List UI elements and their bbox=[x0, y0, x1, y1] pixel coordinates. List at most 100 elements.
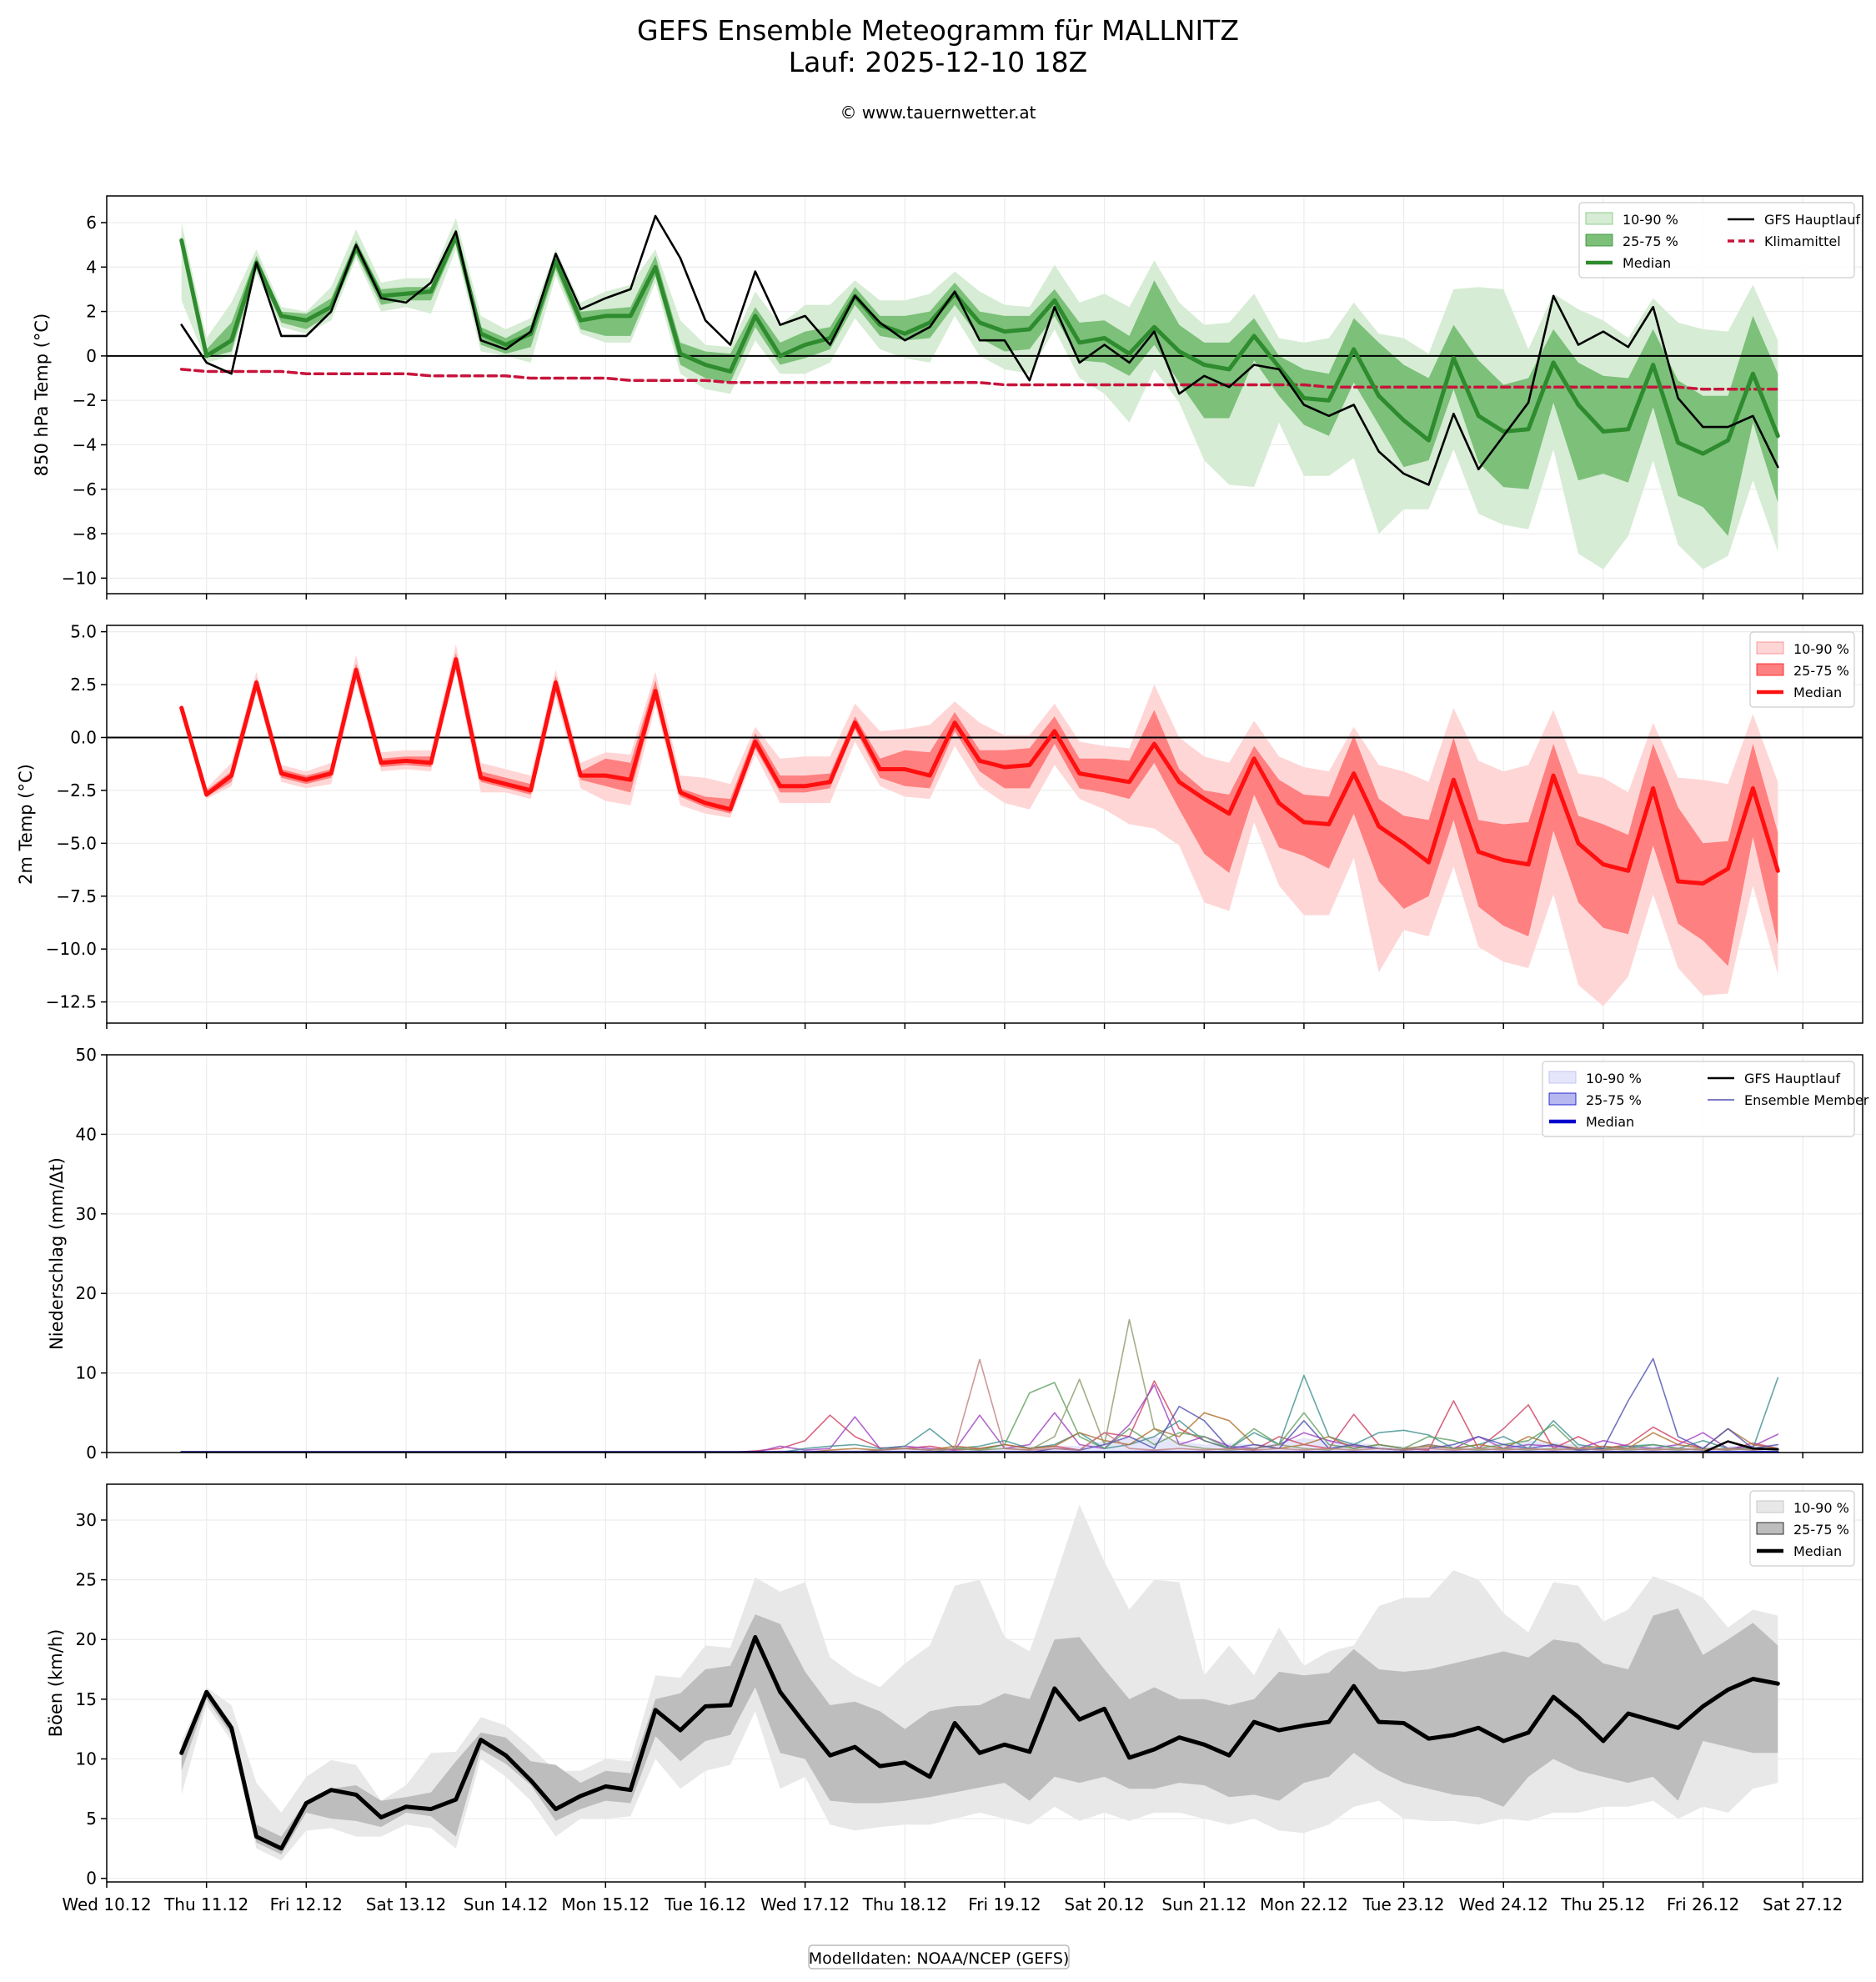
legend: 10-90 % 25-75 % Median bbox=[1749, 1490, 1855, 1567]
legend: 10-90 % 25-75 % Median GFS Hauptlauf Klimami… bbox=[1578, 202, 1860, 278]
y-tick-label: 40 bbox=[76, 1124, 97, 1144]
x-tick-label: Mon 22.12 bbox=[1260, 1894, 1348, 1914]
legend: 10-90 % 25-75 % Median bbox=[1749, 631, 1855, 708]
klimamittel-line bbox=[179, 368, 1780, 391]
legend-label: 10-90 % bbox=[1793, 1500, 1849, 1516]
x-tick-label: Thu 18.12 bbox=[862, 1894, 947, 1914]
legend-label: GFS Hauptlauf bbox=[1744, 1071, 1840, 1086]
legend-swatch-10-90 bbox=[1585, 212, 1613, 225]
footer-credit: Modelldaten: NOAA/NCEP (GEFS) bbox=[809, 1949, 1070, 1968]
x-tick-label: Fri 26.12 bbox=[1667, 1894, 1739, 1914]
y-axis-label: 850 hPa Temp (°C) bbox=[32, 314, 52, 477]
panel-frame bbox=[106, 1483, 1863, 1883]
y-tick-label: 30 bbox=[76, 1510, 97, 1530]
x-tick-label: Fri 12.12 bbox=[270, 1894, 343, 1914]
panel-t850: 6 4 2 0 −2 −4 −6 −8 −10 850 hPa Temp (°C) 10-90 % 2… bbox=[32, 195, 1863, 600]
y-tick-label: −4 bbox=[73, 434, 97, 454]
legend-label: Median bbox=[1793, 1543, 1842, 1559]
y-axis-label: Böen (km/h) bbox=[46, 1629, 66, 1738]
y-tick-label: −2.5 bbox=[56, 780, 97, 800]
plot-area-precip bbox=[179, 1318, 1780, 1453]
median-line bbox=[179, 233, 1780, 456]
y-tick-label: 2 bbox=[86, 302, 97, 322]
copyright-note: © www.tauernwetter.at bbox=[840, 103, 1036, 123]
legend-box bbox=[1542, 1061, 1855, 1137]
y-tick-label: 50 bbox=[76, 1045, 97, 1065]
band-10-90 bbox=[181, 1504, 1778, 1861]
title-line2: Lauf: 2025-12-10 18Z bbox=[789, 46, 1087, 78]
footer-box bbox=[808, 1944, 1070, 1969]
legend-label: GFS Hauptlauf bbox=[1764, 212, 1860, 228]
x-tick-label: Thu 11.12 bbox=[163, 1894, 248, 1914]
band-25-75 bbox=[181, 1608, 1778, 1855]
y-tick-label: 5 bbox=[86, 1809, 97, 1829]
x-tick-label: Tue 16.12 bbox=[664, 1894, 746, 1914]
y-tick-label: 4 bbox=[86, 257, 97, 277]
legend-swatch-25-75 bbox=[1756, 1522, 1784, 1535]
plot-area-t850 bbox=[107, 214, 1863, 570]
y-tick-label: 6 bbox=[86, 213, 97, 233]
legend-swatch-10-90 bbox=[1756, 1500, 1784, 1513]
panel-precip: 50 40 30 20 10 0 Niederschlag (mm/Δt) 10-90 % 25… bbox=[47, 1045, 1869, 1463]
y-tick-label: −5.0 bbox=[56, 833, 97, 853]
legend-label: 10-90 % bbox=[1586, 1071, 1642, 1086]
legend-label: 25-75 % bbox=[1793, 663, 1849, 679]
legend-swatch-10-90 bbox=[1756, 641, 1784, 655]
panel-frame bbox=[106, 625, 1863, 1024]
panel-gusts: 30 25 20 15 10 5 0 Wed 10.12 Thu 11.12 Fri 12.12 S… bbox=[46, 1483, 1863, 1914]
plot-area-gusts bbox=[179, 1504, 1780, 1861]
y-tick-label: 15 bbox=[76, 1689, 97, 1709]
legend-label: Ensemble Member bbox=[1744, 1092, 1869, 1108]
y-tick-label: 5.0 bbox=[70, 622, 97, 642]
legend-swatch-10-90 bbox=[1548, 1071, 1577, 1084]
x-tick-label: Thu 25.12 bbox=[1560, 1894, 1645, 1914]
legend-label: 25-75 % bbox=[1793, 1522, 1849, 1538]
x-tick-label: Tue 23.12 bbox=[1362, 1894, 1445, 1914]
panel-frame bbox=[106, 1054, 1863, 1453]
y-tick-label: 2.5 bbox=[70, 675, 97, 695]
x-tick-label: Sat 20.12 bbox=[1064, 1894, 1144, 1914]
ensemble-member-line bbox=[180, 1318, 1779, 1453]
x-tick-label: Wed 24.12 bbox=[1459, 1894, 1548, 1914]
x-tick-label: Fri 19.12 bbox=[968, 1894, 1041, 1914]
legend-swatch-25-75 bbox=[1585, 233, 1613, 247]
panel-frame bbox=[106, 195, 1863, 595]
y-tick-label: 0 bbox=[86, 346, 97, 366]
x-tick-label: Sat 27.12 bbox=[1763, 1894, 1843, 1914]
median-line bbox=[179, 1634, 1780, 1851]
legend-label: Median bbox=[1586, 1114, 1634, 1130]
y-tick-label: −8 bbox=[73, 524, 97, 544]
y-tick-label: 0 bbox=[86, 1869, 97, 1889]
ensemble-member-line bbox=[180, 1357, 1779, 1453]
x-tick-label: Mon 15.12 bbox=[561, 1894, 650, 1914]
y-tick-label: 10 bbox=[76, 1363, 97, 1383]
y-tick-label: 30 bbox=[76, 1204, 97, 1224]
y-tick-label: 0 bbox=[86, 1443, 97, 1463]
ensemble-member-line bbox=[180, 1374, 1779, 1453]
ensemble-member-line bbox=[180, 1358, 1779, 1453]
x-tick-label: Sun 21.12 bbox=[1161, 1894, 1246, 1914]
y-tick-label: 20 bbox=[76, 1283, 97, 1303]
legend-label: 10-90 % bbox=[1623, 212, 1678, 228]
legend-label: 25-75 % bbox=[1623, 233, 1678, 249]
y-tick-label: 25 bbox=[76, 1570, 97, 1590]
legend-swatch-25-75 bbox=[1756, 663, 1784, 676]
median-line bbox=[179, 657, 1780, 886]
band-10-90 bbox=[181, 218, 1778, 570]
band-25-75 bbox=[181, 229, 1778, 536]
y-tick-label: 10 bbox=[76, 1749, 97, 1769]
y-tick-label: −6 bbox=[73, 479, 97, 499]
legend-label: Klimamittel bbox=[1764, 233, 1841, 249]
legend-label: 25-75 % bbox=[1586, 1092, 1642, 1108]
band-25-75 bbox=[181, 653, 1778, 966]
x-tick-label: Sat 13.12 bbox=[366, 1894, 446, 1914]
legend-label: 10-90 % bbox=[1793, 641, 1849, 657]
y-axis-label: 2m Temp (°C) bbox=[16, 764, 36, 885]
x-tick-label: Wed 10.12 bbox=[62, 1894, 151, 1914]
legend-swatch-25-75 bbox=[1548, 1092, 1577, 1106]
ensemble-member-line bbox=[180, 1412, 1779, 1453]
y-tick-label: −10 bbox=[62, 568, 97, 588]
legend-label: Median bbox=[1793, 685, 1842, 700]
